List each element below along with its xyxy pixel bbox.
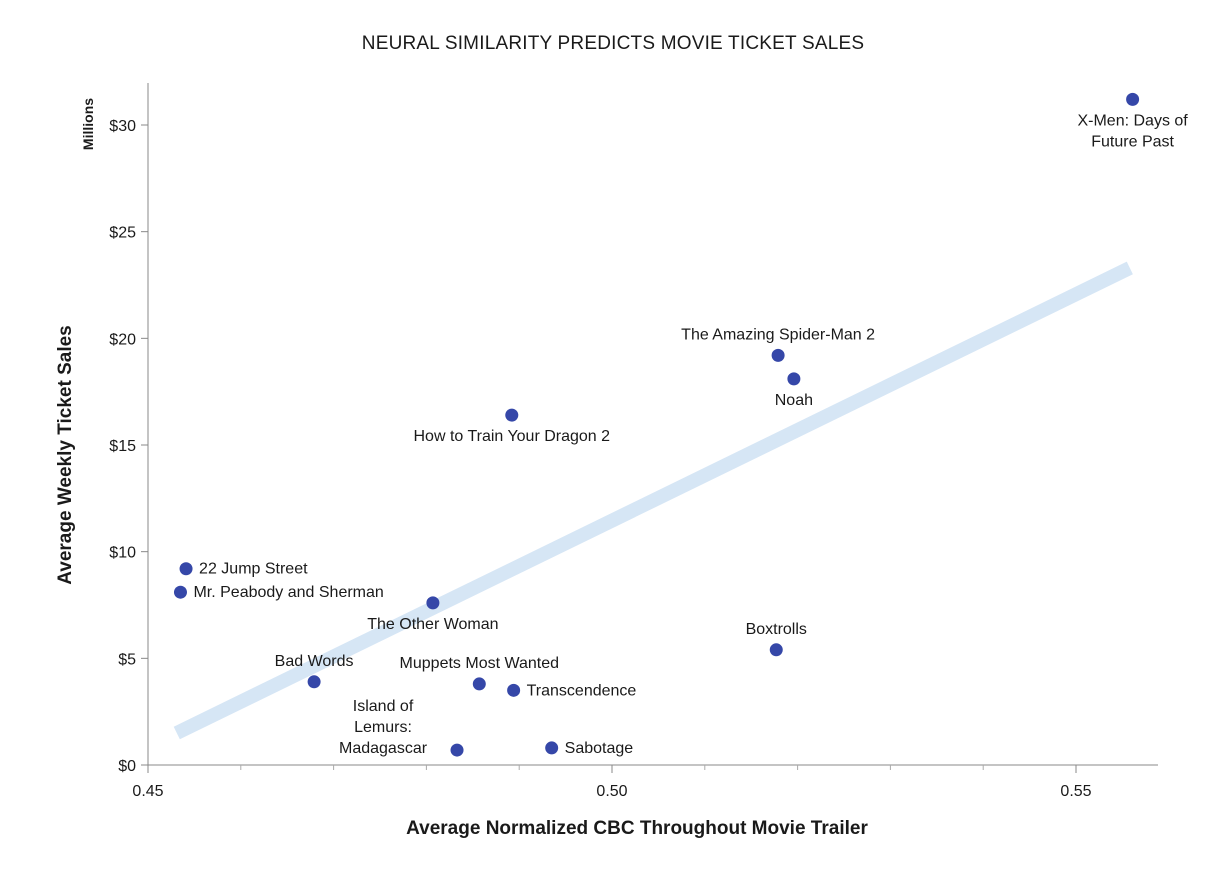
data-point-label-line: Muppets Most Wanted [400, 655, 559, 672]
data-point-label-line: Lemurs: [354, 719, 412, 736]
data-point-label: Sabotage [565, 740, 634, 757]
data-point [1126, 92, 1140, 106]
data-point-label-line: Boxtrolls [746, 621, 807, 638]
data-point-label: Transcendence [527, 682, 637, 699]
y-tick-label: $30 [109, 118, 136, 135]
data-point-label-line: X-Men: Days of [1077, 112, 1188, 129]
data-point [769, 643, 783, 657]
data-point-label: Island of Lemurs: Madagascar [339, 698, 428, 757]
data-point-label: Noah [775, 392, 813, 409]
data-point-label: How to Train Your Dragon 2 [413, 428, 610, 445]
x-axis-title: Average Normalized CBC Throughout Movie … [406, 818, 868, 839]
data-point-label-line: The Other Woman [367, 616, 498, 633]
data-point [545, 741, 559, 755]
x-tick-label: 0.45 [132, 783, 163, 800]
data-point-label-line: Noah [775, 392, 813, 409]
data-point-label: 22 Jump Street [199, 561, 308, 578]
data-point-label: The Amazing Spider-Man 2 [681, 326, 875, 343]
chart-title: NEURAL SIMILARITY PREDICTS MOVIE TICKET … [361, 33, 865, 54]
data-point [472, 677, 486, 691]
y-tick-label: $25 [109, 225, 136, 242]
data-point [307, 675, 321, 689]
trend-line [173, 261, 1133, 740]
x-tick-label: 0.50 [596, 783, 627, 800]
data-point-label-line: Transcendence [527, 682, 637, 699]
data-point-label-line: Island of [353, 698, 414, 715]
y-tick-label: $5 [118, 651, 136, 668]
data-point-label: The Other Woman [367, 616, 498, 633]
y-tick-label: $15 [109, 438, 136, 455]
y-axis-unit-label: Millions [80, 98, 96, 150]
y-tick-label: $20 [109, 331, 136, 348]
data-point [771, 348, 785, 362]
x-tick-label: 0.55 [1060, 783, 1091, 800]
data-point-label: Muppets Most Wanted [400, 655, 559, 672]
data-point [179, 562, 193, 576]
data-point [426, 596, 440, 610]
data-point [787, 372, 801, 386]
data-point [507, 683, 521, 697]
y-tick-label: $10 [109, 545, 136, 562]
data-point-label-line: Sabotage [565, 740, 634, 757]
y-axis-title: Average Weekly Ticket Sales [55, 325, 76, 584]
data-point-label-line: Mr. Peabody and Sherman [193, 584, 383, 601]
data-point-label-line: 22 Jump Street [199, 561, 308, 578]
data-point-label-line: Madagascar [339, 740, 428, 757]
data-point [450, 743, 464, 757]
data-point-label: Bad Words [275, 653, 354, 670]
data-point-label-line: Future Past [1091, 133, 1174, 150]
data-point [173, 585, 187, 599]
data-point [505, 408, 519, 422]
data-point-label-line: The Amazing Spider-Man 2 [681, 326, 875, 343]
data-point-label-line: How to Train Your Dragon 2 [413, 428, 610, 445]
data-point-label: Boxtrolls [746, 621, 807, 638]
data-point-label-line: Bad Words [275, 653, 354, 670]
data-point-label: X-Men: Days of Future Past [1077, 112, 1188, 150]
data-point-label: Mr. Peabody and Sherman [193, 584, 383, 601]
y-tick-label: $0 [118, 758, 136, 775]
